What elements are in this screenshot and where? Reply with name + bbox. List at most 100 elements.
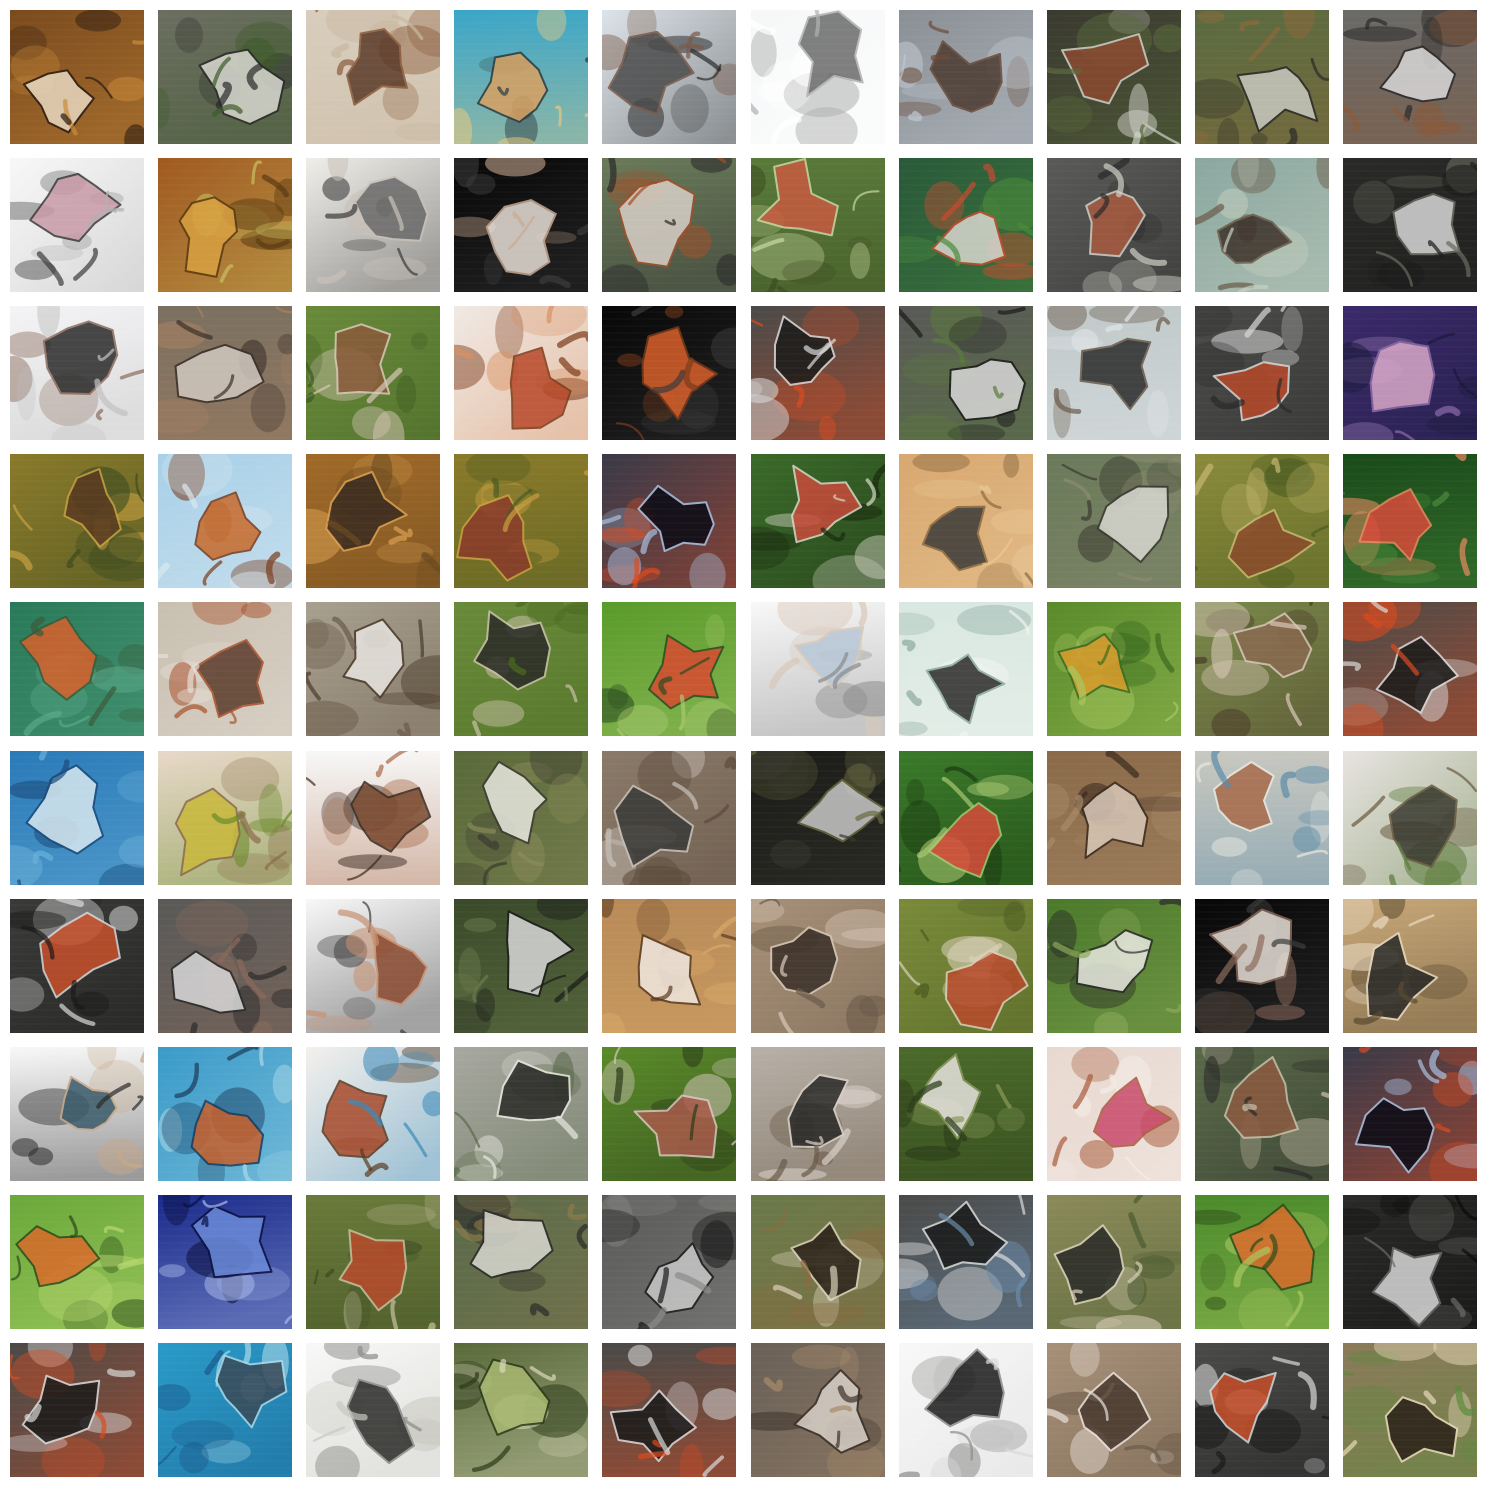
sample-image-tile <box>899 10 1033 144</box>
sample-image <box>158 1343 292 1477</box>
sample-image-tile <box>10 1195 144 1329</box>
sample-image-tile <box>10 751 144 885</box>
sample-image-tile <box>454 899 588 1033</box>
sample-image-tile <box>1195 1343 1329 1477</box>
sample-image-tile <box>751 158 885 292</box>
sample-image <box>454 10 588 144</box>
sample-image-tile <box>158 10 292 144</box>
sample-image-tile <box>1195 454 1329 588</box>
sample-image <box>454 602 588 736</box>
sample-image <box>751 10 885 144</box>
sample-image <box>454 454 588 588</box>
sample-image <box>10 1195 144 1329</box>
sample-image-tile <box>306 1195 440 1329</box>
sample-image-tile <box>751 602 885 736</box>
sample-image <box>1047 454 1181 588</box>
sample-image <box>10 1343 144 1477</box>
sample-image-tile <box>1195 1195 1329 1329</box>
sample-image-tile <box>751 306 885 440</box>
sample-image <box>899 1343 1033 1477</box>
sample-image-tile <box>1047 1195 1181 1329</box>
sample-image-tile <box>1195 899 1329 1033</box>
sample-image-tile <box>158 602 292 736</box>
sample-image-tile <box>602 1047 736 1181</box>
sample-image-tile <box>751 10 885 144</box>
sample-image-tile <box>306 602 440 736</box>
sample-image-tile <box>454 1343 588 1477</box>
sample-image-tile <box>751 899 885 1033</box>
sample-image-tile <box>1343 602 1477 736</box>
sample-image <box>602 602 736 736</box>
sample-image-tile <box>1343 306 1477 440</box>
sample-image-tile <box>751 1195 885 1329</box>
sample-image <box>899 306 1033 440</box>
sample-image-tile <box>899 751 1033 885</box>
sample-image-tile <box>306 454 440 588</box>
sample-image-tile <box>751 751 885 885</box>
sample-image <box>1195 602 1329 736</box>
sample-image <box>454 899 588 1033</box>
sample-image-tile <box>1047 10 1181 144</box>
sample-image <box>158 1195 292 1329</box>
sample-image-tile <box>306 1343 440 1477</box>
sample-image <box>602 10 736 144</box>
sample-image-tile <box>751 454 885 588</box>
sample-image <box>602 1047 736 1181</box>
sample-image <box>158 899 292 1033</box>
sample-image <box>306 1195 440 1329</box>
sample-image-tile <box>454 751 588 885</box>
sample-image-tile <box>899 1047 1033 1181</box>
sample-image <box>306 158 440 292</box>
sample-image-tile <box>1343 1047 1477 1181</box>
sample-image-tile <box>1047 158 1181 292</box>
sample-image <box>454 306 588 440</box>
sample-image <box>306 454 440 588</box>
sample-image-tile <box>602 10 736 144</box>
sample-image <box>454 1343 588 1477</box>
sample-image-tile <box>454 158 588 292</box>
sample-image-tile <box>1343 454 1477 588</box>
sample-image-tile <box>10 306 144 440</box>
sample-image-tile <box>158 158 292 292</box>
sample-image <box>1047 1343 1181 1477</box>
sample-image <box>751 158 885 292</box>
sample-image <box>10 10 144 144</box>
sample-image-tile <box>602 1195 736 1329</box>
sample-image <box>1195 1047 1329 1181</box>
sample-image <box>10 899 144 1033</box>
sample-image-tile <box>454 1195 588 1329</box>
sample-image-tile <box>306 751 440 885</box>
sample-image <box>899 1195 1033 1329</box>
sample-image <box>751 454 885 588</box>
sample-image <box>454 751 588 885</box>
sample-image-tile <box>602 306 736 440</box>
sample-image <box>751 602 885 736</box>
sample-image-tile <box>1047 1343 1181 1477</box>
sample-image <box>1047 10 1181 144</box>
sample-image-tile <box>1195 602 1329 736</box>
sample-image <box>306 10 440 144</box>
sample-image <box>899 751 1033 885</box>
sample-image <box>10 158 144 292</box>
sample-image <box>751 1047 885 1181</box>
sample-image <box>1047 751 1181 885</box>
sample-image <box>1343 1047 1477 1181</box>
sample-image-tile <box>10 899 144 1033</box>
sample-image-tile <box>306 899 440 1033</box>
sample-image-tile <box>899 158 1033 292</box>
sample-image-tile <box>1343 10 1477 144</box>
sample-image-tile <box>158 1343 292 1477</box>
sample-image <box>10 751 144 885</box>
sample-image-tile <box>1047 306 1181 440</box>
sample-image-tile <box>899 454 1033 588</box>
sample-image-tile <box>1343 899 1477 1033</box>
sample-image <box>306 1047 440 1181</box>
sample-image <box>1343 158 1477 292</box>
sample-image-tile <box>751 1047 885 1181</box>
sample-image-tile <box>454 10 588 144</box>
sample-image-tile <box>899 1195 1033 1329</box>
sample-image <box>899 899 1033 1033</box>
sample-image-tile <box>899 602 1033 736</box>
sample-image-tile <box>899 899 1033 1033</box>
sample-image-tile <box>10 602 144 736</box>
